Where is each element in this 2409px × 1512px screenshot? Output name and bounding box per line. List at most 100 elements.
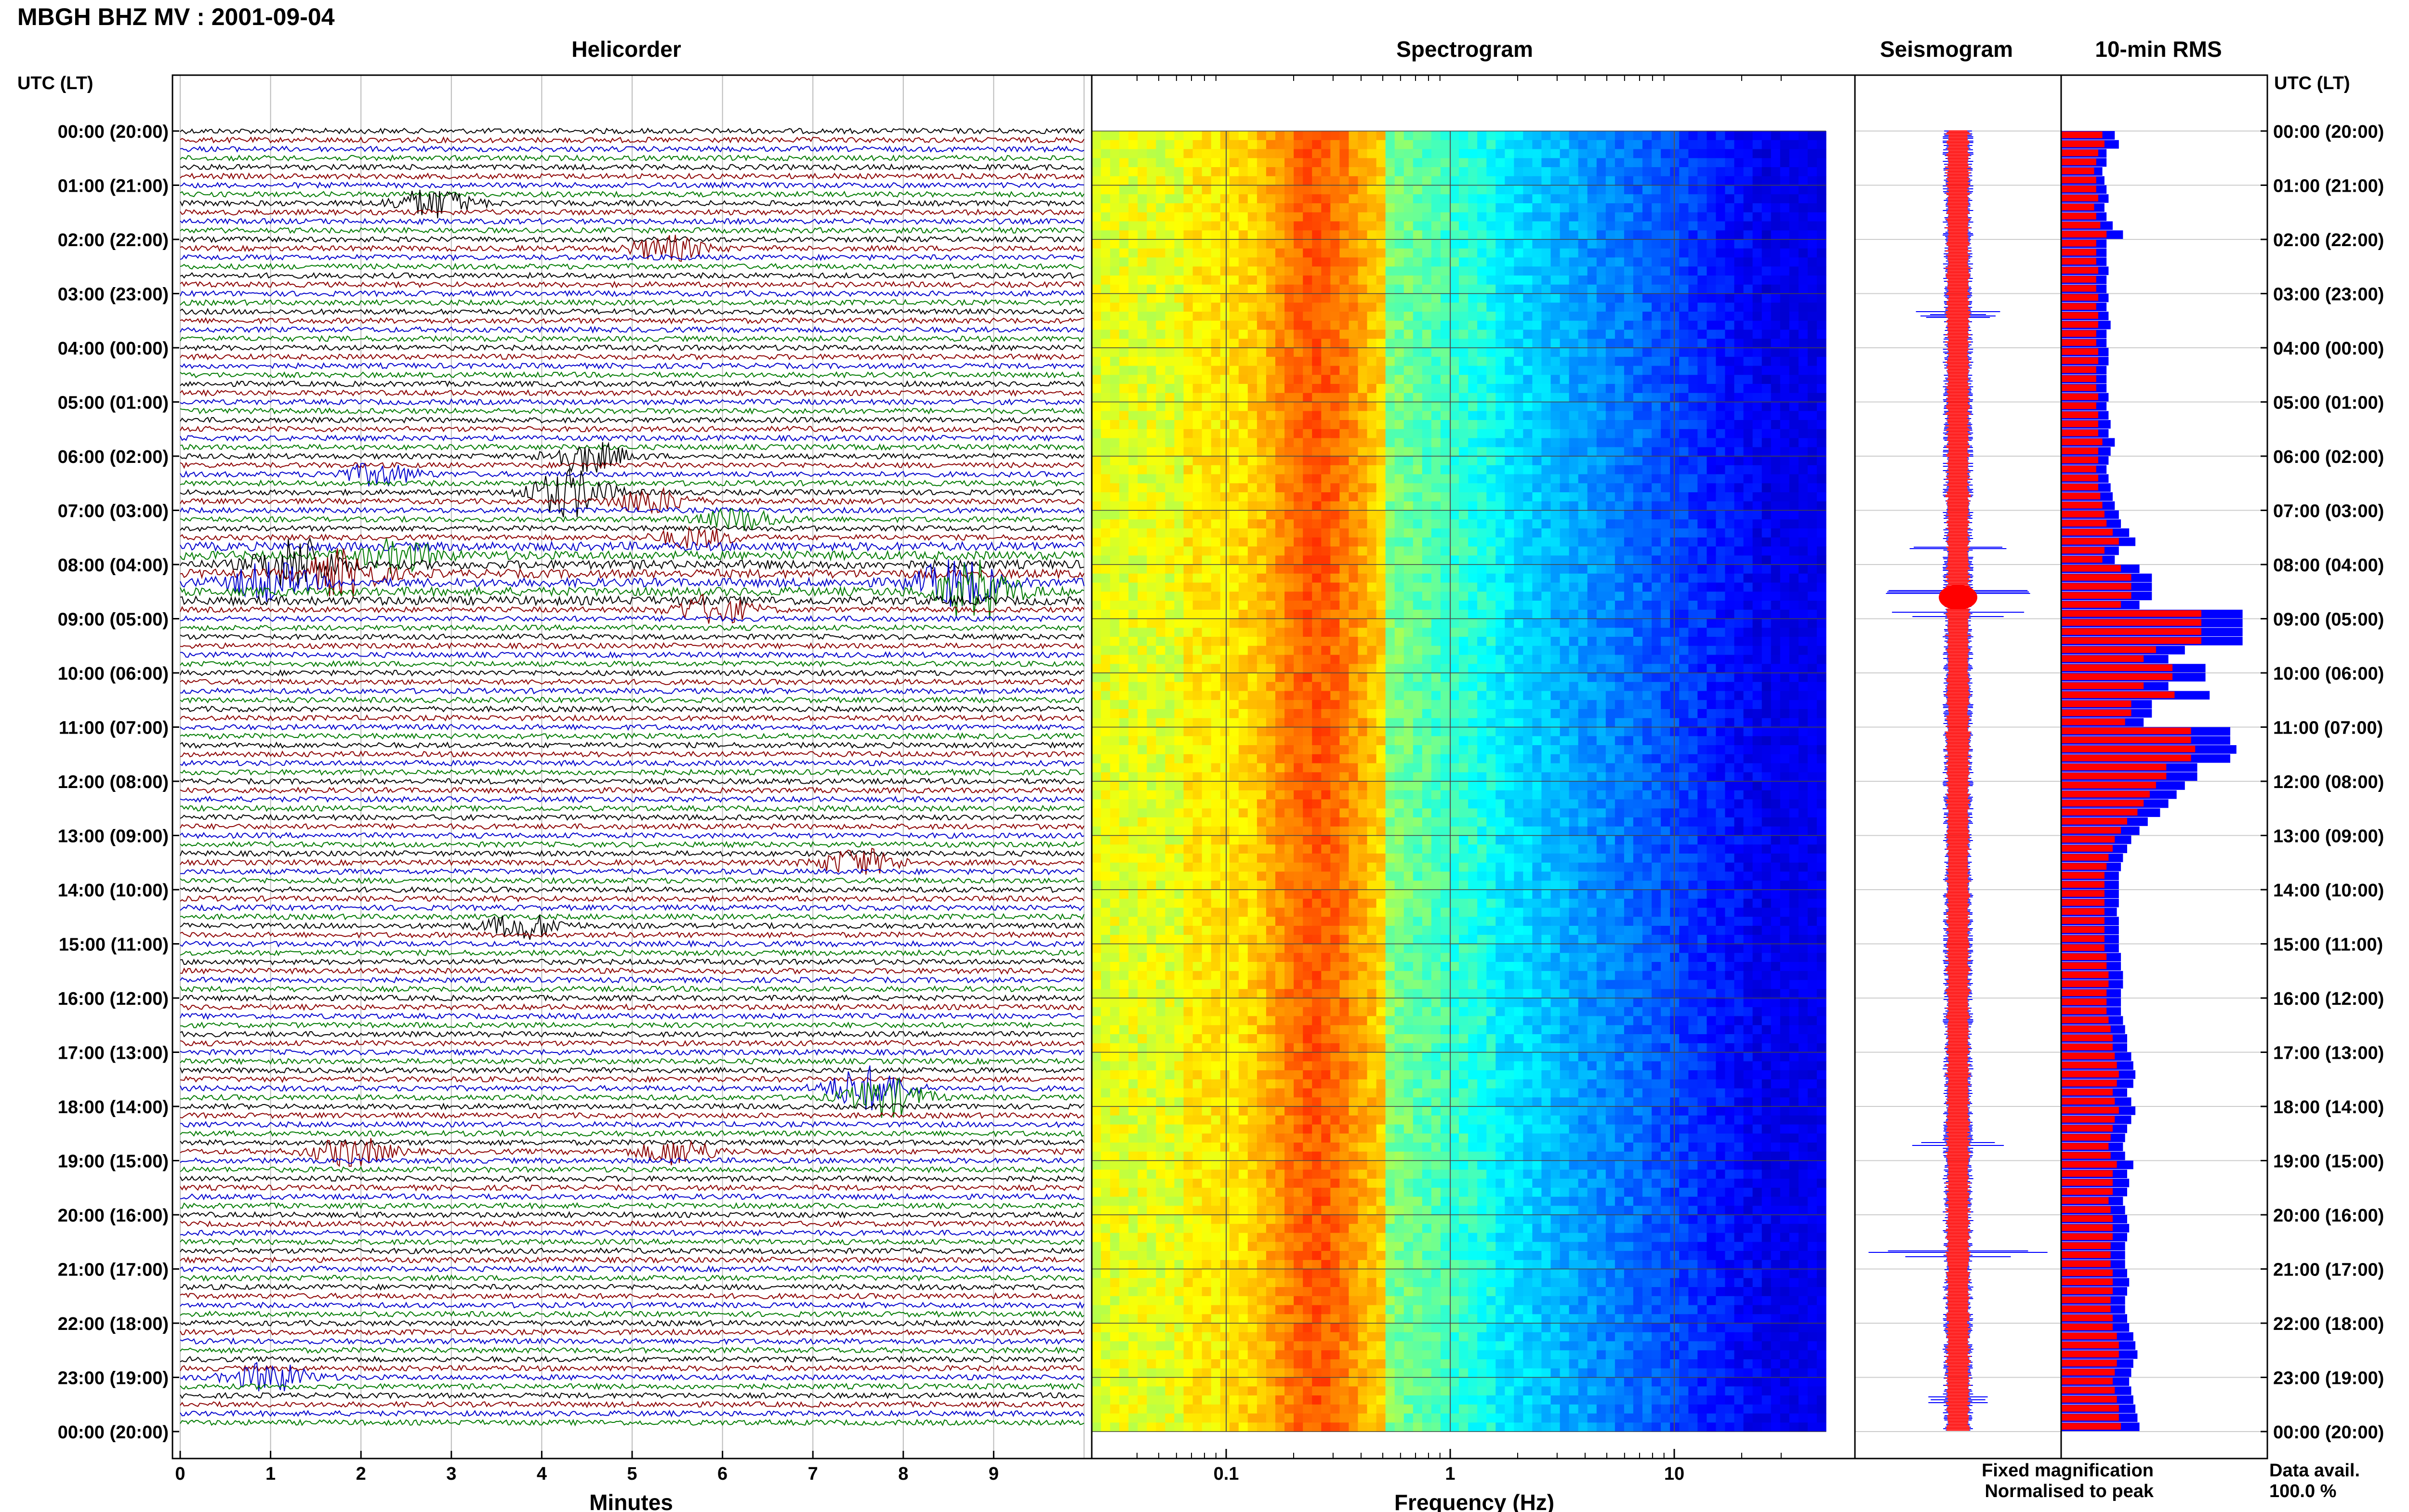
spectrogram-cell (1514, 565, 1523, 574)
spectrogram-cell (1734, 537, 1744, 547)
spectrogram-cell (1294, 618, 1303, 628)
spectrogram-cell (1569, 474, 1579, 484)
spectrogram-cell (1119, 384, 1129, 394)
spectrogram-cell (1605, 366, 1615, 375)
spectrogram-cell (1449, 366, 1459, 375)
spectrogram-cell (1220, 582, 1230, 592)
spectrogram-cell (1440, 185, 1450, 195)
spectrogram-cell (1486, 230, 1496, 240)
spectrogram-cell (1798, 546, 1808, 556)
spectrogram-cell (1128, 284, 1138, 294)
spectrogram-cell (1128, 528, 1138, 538)
spectrogram-cell (1725, 356, 1735, 367)
spectrogram-cell (1275, 573, 1285, 583)
spectrogram-cell (1789, 565, 1799, 574)
spectrogram-cell (1183, 456, 1193, 466)
spectrogram-cell (1725, 483, 1735, 493)
spectrogram-cell (1312, 637, 1322, 646)
helicorder-trace (180, 741, 1085, 749)
spectrogram-cell (1652, 248, 1661, 258)
spectrogram-cell (1523, 528, 1533, 538)
spectrogram-cell (1431, 320, 1441, 330)
spectrogram-cell (1358, 628, 1368, 637)
spectrogram-cell (1294, 284, 1303, 294)
spectrogram-cell (1403, 429, 1414, 439)
spectrogram-cell (1266, 276, 1276, 285)
spectrogram-cell (1798, 420, 1808, 430)
spectrogram-cell (1697, 655, 1707, 664)
spectrogram-cell (1183, 501, 1193, 511)
spectrogram-cell (1385, 140, 1395, 150)
spectrogram-cell (1101, 528, 1111, 538)
spectrogram-cell (1247, 592, 1257, 601)
spectrogram-cell (1358, 456, 1368, 466)
spectrogram-cell (1385, 537, 1395, 547)
spectrogram-cell (1468, 284, 1478, 294)
spectrogram-cell (1652, 276, 1661, 285)
spectrogram-cell (1431, 131, 1441, 141)
spectrogram-cell (1101, 582, 1111, 592)
spectrogram-cell (1486, 402, 1496, 411)
spectrogram-cell (1174, 356, 1184, 367)
spectrogram-cell (1569, 537, 1579, 547)
helicorder-trace (180, 958, 1085, 966)
spectrogram-cell (1477, 429, 1487, 439)
spectrogram-cell (1431, 239, 1441, 249)
spectrogram-cell (1734, 628, 1744, 637)
spectrogram-cell (1119, 257, 1129, 267)
spectrogram-cell (1431, 438, 1441, 447)
spectrogram-cell (1605, 284, 1615, 294)
spectrogram-cell (1330, 628, 1340, 637)
spectrogram-cell (1192, 375, 1203, 384)
spectrogram-cell (1220, 546, 1230, 556)
spectrogram-cell (1403, 284, 1414, 294)
spectrogram-cell (1725, 284, 1735, 294)
spectrogram-cell (1321, 248, 1331, 258)
spectrogram-cell (1128, 176, 1138, 186)
spectrogram-cell (1403, 348, 1414, 357)
spectrogram-cell (1652, 411, 1661, 421)
spectrogram-cell (1422, 149, 1432, 158)
helicorder-trace (180, 1065, 1085, 1111)
spectrogram-cell (1661, 276, 1670, 285)
spectrogram-cell (1431, 447, 1441, 457)
spectrogram-cell (1257, 592, 1267, 601)
spectrogram-cell (1349, 456, 1359, 466)
spectrogram-cell (1119, 555, 1129, 565)
spectrogram-cell (1183, 546, 1193, 556)
spectrogram-cell (1468, 438, 1478, 447)
spectrogram-cell (1523, 140, 1533, 150)
spectrogram-cell (1367, 601, 1377, 610)
spectrogram-cell (1202, 411, 1212, 421)
spectrogram-cell (1238, 501, 1248, 511)
spectrogram-cell (1367, 655, 1377, 664)
spectrogram-cell (1468, 555, 1478, 565)
spectrogram-cell (1496, 601, 1505, 610)
spectrogram-cell (1358, 221, 1368, 231)
spectrogram-cell (1275, 438, 1285, 447)
spectrogram-cell (1578, 356, 1588, 367)
spectrogram-cell (1477, 465, 1487, 475)
spectrogram-cell (1734, 456, 1744, 466)
spectrogram-cell (1138, 601, 1147, 610)
spectrogram-cell (1780, 655, 1790, 664)
helicorder-trace (180, 1247, 1085, 1255)
spectrogram-cell (1183, 592, 1193, 601)
spectrogram-cell (1752, 293, 1762, 303)
spectrogram-cell (1688, 356, 1698, 367)
spectrogram-cell (1385, 320, 1395, 330)
spectrogram-cell (1789, 601, 1799, 610)
spectrogram-cell (1780, 519, 1790, 529)
spectrogram-cell (1339, 609, 1349, 619)
spectrogram-cell (1275, 339, 1285, 348)
spectrogram-cell (1349, 158, 1359, 168)
spectrogram-cell (1413, 565, 1423, 574)
spectrogram-cell (1312, 582, 1322, 592)
spectrogram-cell (1633, 492, 1643, 502)
spectrogram-cell (1165, 302, 1175, 312)
spectrogram-cell (1284, 492, 1294, 502)
spectrogram-cell (1257, 456, 1267, 466)
spectrogram-cell (1496, 537, 1505, 547)
spectrogram-cell (1138, 573, 1147, 583)
spectrogram-cell (1486, 393, 1496, 403)
